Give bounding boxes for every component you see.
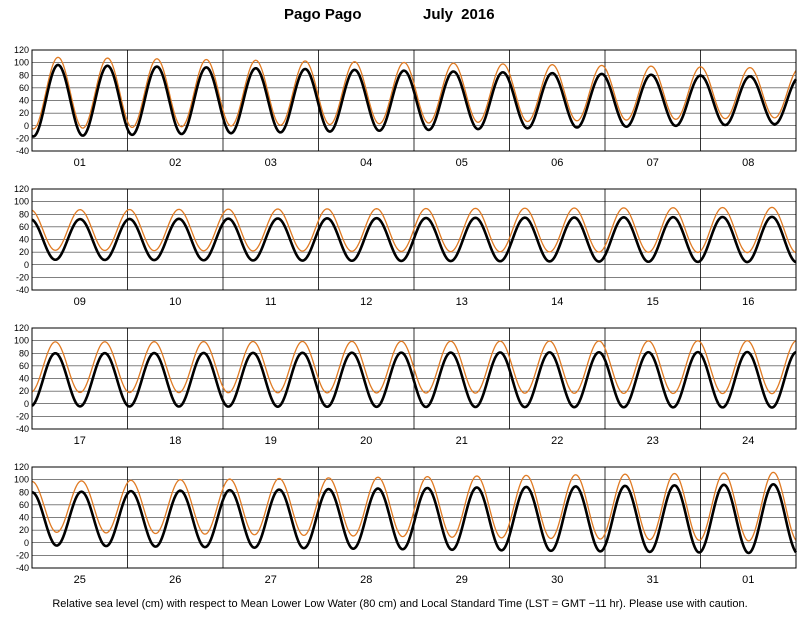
y-tick-label: 20	[19, 247, 29, 257]
y-tick-label: -40	[16, 285, 29, 295]
day-label: 07	[647, 157, 659, 169]
day-label: 26	[169, 574, 181, 586]
day-label: 12	[360, 296, 372, 308]
y-tick-label: 80	[19, 70, 29, 80]
y-tick-label: -20	[16, 133, 29, 143]
y-tick-label: 120	[14, 323, 29, 333]
day-label: 15	[647, 296, 659, 308]
panel-frame	[31, 49, 797, 152]
day-label: 01	[74, 157, 86, 169]
day-label: 31	[647, 574, 659, 586]
y-tick-label: 120	[14, 45, 29, 55]
day-label: 11	[265, 296, 276, 308]
day-label: 22	[551, 435, 563, 447]
y-tick-label: -20	[16, 411, 29, 421]
y-tick-label: 0	[24, 538, 29, 548]
day-label: 13	[456, 296, 468, 308]
panel-frame	[31, 188, 797, 291]
y-tick-label: 80	[19, 348, 29, 358]
predicted-tide-line	[31, 340, 797, 395]
day-label: 16	[742, 296, 754, 308]
y-tick-label: -40	[16, 146, 29, 156]
day-label: 17	[74, 435, 86, 447]
y-tick-label: 120	[14, 462, 29, 472]
day-label: 23	[647, 435, 659, 447]
y-tick-label: 20	[19, 525, 29, 535]
day-label: 28	[360, 574, 372, 586]
panel-frame	[31, 466, 797, 569]
y-tick-label: 0	[24, 121, 29, 131]
panel-frame	[31, 327, 797, 430]
day-label: 24	[742, 435, 754, 447]
y-tick-label: 100	[14, 475, 29, 485]
day-label: 04	[360, 157, 372, 169]
y-tick-label: 40	[19, 96, 29, 106]
day-label: 05	[456, 157, 468, 169]
y-tick-label: 40	[19, 235, 29, 245]
chart-title: Pago Pago July 2016	[0, 6, 800, 26]
day-label: 25	[74, 574, 86, 586]
day-label: 18	[169, 435, 181, 447]
observed-tide-line	[31, 63, 798, 138]
y-tick-label: 100	[14, 58, 29, 68]
title-location: Pago Pago	[284, 6, 362, 23]
y-tick-label: 80	[19, 209, 29, 219]
footer-note: Relative sea level (cm) with respect to …	[52, 598, 748, 610]
y-tick-label: 60	[19, 222, 29, 232]
observed-tide-line	[31, 350, 797, 409]
predicted-tide-line	[31, 56, 797, 130]
y-tick-label: 60	[19, 500, 29, 510]
day-label: 10	[169, 296, 181, 308]
y-tick-label: 0	[24, 260, 29, 270]
day-label: 21	[456, 435, 468, 447]
y-tick-label: 40	[19, 513, 29, 523]
day-label: 06	[551, 157, 563, 169]
day-label: 30	[551, 574, 563, 586]
y-tick-label: -40	[16, 563, 29, 573]
day-label: 09	[74, 296, 86, 308]
day-label: 02	[169, 157, 181, 169]
y-tick-label: 100	[14, 336, 29, 346]
predicted-tide-line	[31, 471, 797, 542]
y-tick-label: 60	[19, 361, 29, 371]
y-tick-label: 100	[14, 197, 29, 207]
day-label: 14	[551, 296, 563, 308]
y-tick-label: -20	[16, 550, 29, 560]
y-tick-label: 60	[19, 83, 29, 93]
y-tick-label: 20	[19, 386, 29, 396]
title-period: July 2016	[423, 6, 495, 23]
y-tick-label: 0	[24, 399, 29, 409]
day-label: 03	[265, 157, 277, 169]
y-tick-label: 120	[14, 184, 29, 194]
observed-tide-line	[31, 215, 797, 264]
observed-tide-line	[31, 483, 798, 555]
y-tick-label: 80	[19, 487, 29, 497]
day-label: 20	[360, 435, 372, 447]
day-label: 01	[742, 574, 754, 586]
y-tick-label: -20	[16, 272, 29, 282]
y-tick-label: -40	[16, 424, 29, 434]
y-tick-label: 40	[19, 374, 29, 384]
day-label: 27	[265, 574, 277, 586]
day-label: 29	[456, 574, 468, 586]
day-label: 19	[265, 435, 277, 447]
predicted-tide-line	[31, 206, 797, 254]
day-label: 08	[742, 157, 754, 169]
y-tick-label: 20	[19, 108, 29, 118]
